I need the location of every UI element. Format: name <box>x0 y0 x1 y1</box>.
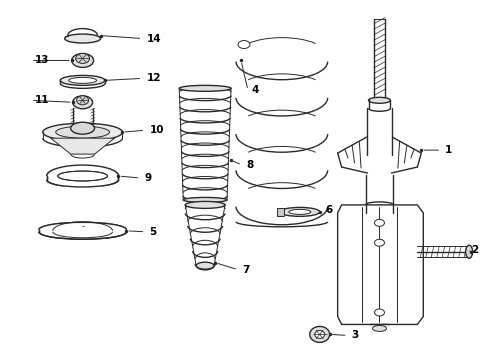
Ellipse shape <box>64 34 101 43</box>
Text: 5: 5 <box>149 227 156 237</box>
Ellipse shape <box>68 77 96 84</box>
Polygon shape <box>276 208 283 216</box>
Text: 12: 12 <box>146 73 161 84</box>
Text: 3: 3 <box>351 330 358 341</box>
Text: 6: 6 <box>325 205 332 215</box>
Polygon shape <box>51 138 114 154</box>
Ellipse shape <box>60 75 105 85</box>
Ellipse shape <box>374 239 384 246</box>
Ellipse shape <box>288 210 310 214</box>
Ellipse shape <box>372 325 386 332</box>
Text: 9: 9 <box>144 173 151 183</box>
Ellipse shape <box>183 197 226 202</box>
Ellipse shape <box>185 201 224 208</box>
Ellipse shape <box>309 327 329 342</box>
Ellipse shape <box>42 123 122 141</box>
Ellipse shape <box>72 54 93 67</box>
Text: 13: 13 <box>35 55 49 66</box>
Ellipse shape <box>279 207 319 216</box>
Ellipse shape <box>368 97 389 103</box>
Text: 8: 8 <box>245 160 253 170</box>
Ellipse shape <box>238 41 249 49</box>
Ellipse shape <box>179 85 230 91</box>
Ellipse shape <box>71 122 94 134</box>
Text: 2: 2 <box>470 245 477 255</box>
Ellipse shape <box>196 262 214 269</box>
Ellipse shape <box>76 54 89 63</box>
Polygon shape <box>337 205 423 324</box>
Ellipse shape <box>77 96 88 105</box>
Ellipse shape <box>374 219 384 226</box>
Ellipse shape <box>465 245 471 258</box>
Text: 11: 11 <box>35 95 49 105</box>
Text: 4: 4 <box>251 85 259 95</box>
Text: 10: 10 <box>149 125 163 135</box>
Ellipse shape <box>39 222 126 237</box>
Text: 7: 7 <box>242 265 249 275</box>
Ellipse shape <box>56 126 109 138</box>
Text: 1: 1 <box>444 145 451 155</box>
Ellipse shape <box>73 96 92 109</box>
Text: 14: 14 <box>146 33 161 44</box>
Ellipse shape <box>314 330 324 338</box>
Ellipse shape <box>374 309 384 316</box>
Ellipse shape <box>47 163 118 189</box>
